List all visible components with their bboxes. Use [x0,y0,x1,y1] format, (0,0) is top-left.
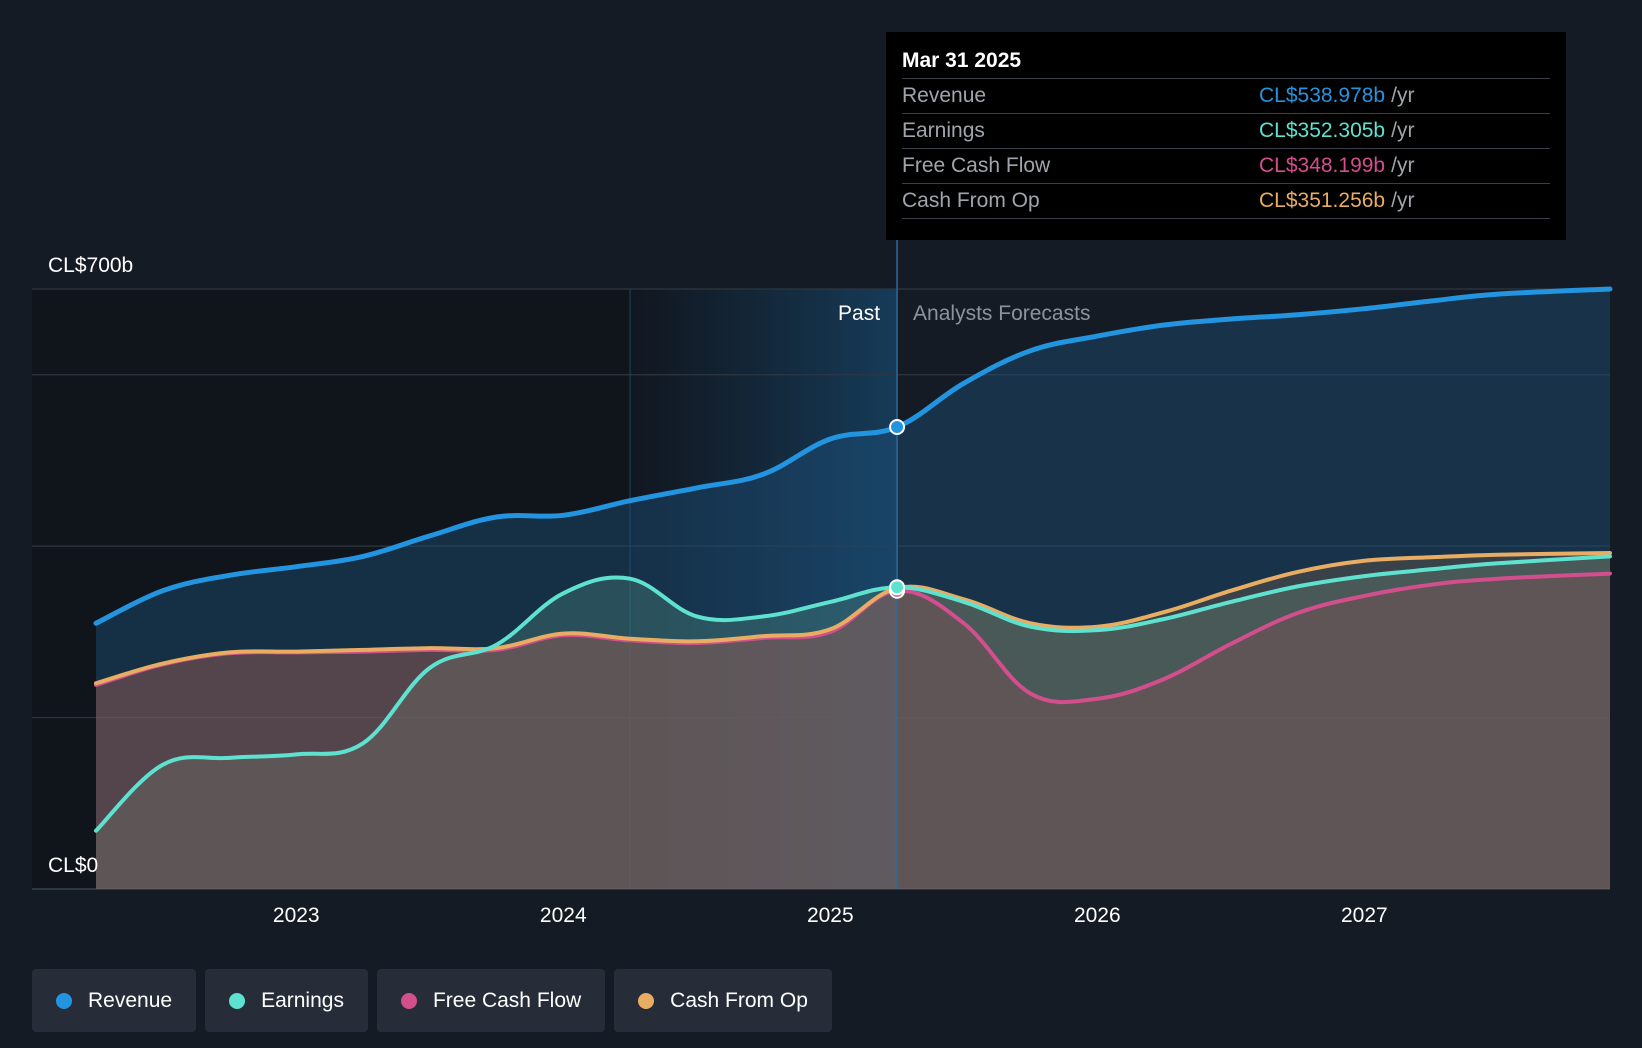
legend-dot-icon [229,992,246,1009]
grid-lines [32,288,1610,890]
line-earnings [94,554,1612,833]
tooltip-value: CL$348.199b [1259,154,1386,177]
area-cash-from-op [96,553,1610,889]
legend-dot-icon [56,992,72,1009]
legend-label: Earnings [261,988,344,1012]
forecast-label: Analysts Forecasts [913,302,1090,325]
tooltip-unit: /yr [1391,84,1415,107]
tooltip-unit: /yr [1391,154,1415,177]
tooltip-label: Cash From Op [902,189,1040,212]
x-tick-2023: 2023 [273,904,320,927]
x-tick-2027: 2027 [1341,904,1388,927]
legend-dot-icon [638,992,655,1009]
tooltip: Mar 31 2025 Revenue CL$538.978b/yr Earning… [886,32,1566,240]
x-axis-ticks: 2023 2024 2025 2026 2027 [273,904,1388,927]
tooltip-rows: Revenue CL$538.978b/yr Earnings CL$352.305b… [902,79,1550,219]
y-axis-label-top: CL$700b [48,254,133,277]
hover-markers [889,419,906,599]
x-tick-2024: 2024 [540,904,587,927]
tooltip-value: CL$538.978b [1259,84,1386,107]
legend-item-cash-from-op[interactable]: Cash From Op [614,969,832,1032]
legend-label: Cash From Op [670,988,808,1012]
legend-label: Free Cash Flow [432,988,582,1012]
tooltip-unit: /yr [1391,119,1415,142]
area-revenue [96,289,1610,889]
tooltip-label: Earnings [902,119,985,142]
past-label: Past [838,302,880,325]
line-revenue [93,286,1613,626]
series-areas [96,289,1610,889]
tooltip-value: CL$352.305b [1259,119,1386,142]
marker-revenue [889,419,906,435]
tooltip-value: CL$351.256b [1259,189,1386,212]
legend: Revenue Earnings Free Cash Flow Cash From O… [32,969,832,1032]
x-tick-2025: 2025 [807,904,854,927]
legend-item-earnings[interactable]: Earnings [205,969,368,1032]
legend-label: Revenue [88,988,173,1012]
tooltip-row-earnings: Earnings CL$352.305b/yr [902,114,1550,149]
area-earnings [96,556,1610,889]
y-axis-label-bottom: CL$0 [48,854,98,877]
series-lines [93,286,1613,833]
marker-earnings [889,579,906,596]
tooltip-date: Mar 31 2025 [902,46,1550,79]
past-highlight-region [630,289,898,889]
tooltip-row-free-cash-flow: Free Cash Flow CL$348.199b/yr [902,149,1550,184]
line-cash-from-op [94,551,1612,686]
x-tick-2026: 2026 [1074,904,1121,927]
tooltip-unit: /yr [1391,189,1415,212]
tooltip-row-revenue: Revenue CL$538.978b/yr [902,79,1550,114]
tooltip-row-cash-from-op: Cash From Op CL$351.256b/yr [902,184,1550,219]
legend-dot-icon [400,992,417,1009]
tooltip-label: Revenue [902,84,987,107]
legend-item-free-cash-flow[interactable]: Free Cash Flow [376,969,606,1032]
tooltip-label: Free Cash Flow [902,154,1051,177]
legend-item-revenue[interactable]: Revenue [32,969,197,1032]
